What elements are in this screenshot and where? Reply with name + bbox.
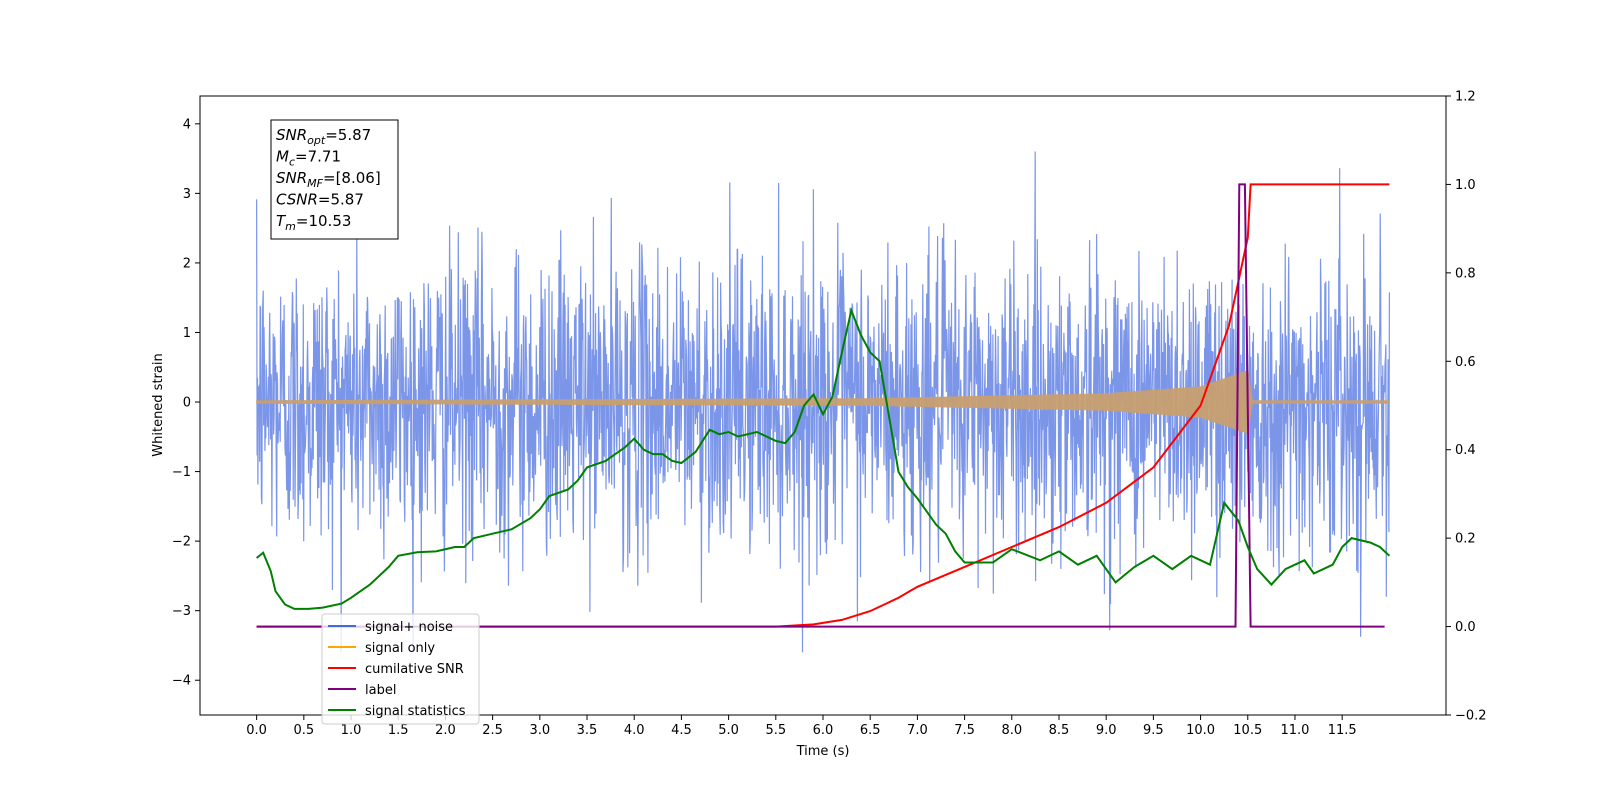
legend-frame [321,613,480,725]
y-tick-label: −2 [172,535,191,550]
y-tick-label: −3 [172,604,191,619]
x-tick-label: 1.0 [341,723,362,738]
x-tick-label: 3.5 [577,723,598,738]
x-tick-label: 8.5 [1049,723,1070,738]
legend-label: label [365,683,396,698]
x-tick-label: 9.0 [1096,723,1117,738]
legend-label: signal only [365,641,435,656]
x-tick-label: 7.5 [954,723,975,738]
x-tick-label: 7.0 [907,723,928,738]
info-line: SNRMF=[8.06] [276,169,381,190]
x-tick-label: 2.5 [482,723,503,738]
x-tick-label: 0.5 [293,723,314,738]
x-tick-label: 11.5 [1328,723,1357,738]
y2-tick-label: −0.2 [1455,709,1487,724]
series-signal-only [256,370,1390,434]
x-tick-label: 9.5 [1143,723,1164,738]
series-signal-statistics [255,306,1391,610]
y-axis-title: Whitened strain [151,353,166,456]
legend-label: cumilative SNR [365,662,464,677]
x-tick-label: 6.5 [860,723,881,738]
y2-tick-label: 0.4 [1455,443,1476,458]
y-tick-label: 3 [183,187,191,202]
series-label [256,183,1385,628]
info-box-frame [270,119,399,240]
info-line: Mc=7.71 [276,148,341,169]
y-tick-label: 0 [183,396,191,411]
y2-tick-label: 1.0 [1455,178,1476,193]
x-tick-label: 0.0 [246,723,267,738]
legend: signal+ noise signal only cumilative SNR la… [321,613,480,725]
info-line: Tm=10.53 [276,212,351,233]
legend-label: signal+ noise [365,620,453,635]
y2-tick-label: 0.2 [1455,532,1476,547]
x-tick-label: 11.0 [1280,723,1309,738]
x-tick-label: 5.5 [765,723,786,738]
x-tick-label: 2.0 [435,723,456,738]
y2-tick-label: 0.6 [1455,355,1476,370]
x-tick-label: 3.0 [529,723,550,738]
info-line: CSNR=5.87 [276,191,364,209]
x-tick-label: 8.0 [1001,723,1022,738]
x-axis-title: Time (s) [796,744,850,759]
series-cumilative-snr [256,183,1390,628]
info-line: SNRopt=5.87 [276,126,371,147]
x-tick-label: 6.0 [813,723,834,738]
x-tick-label: 4.0 [624,723,645,738]
legend-label: signal statistics [365,704,466,719]
y2-tick-label: 0.0 [1455,620,1476,635]
series-signal-noise [256,151,1390,653]
x-tick-label: 5.0 [718,723,739,738]
y-tick-label: 4 [183,117,191,132]
y-tick-label: 1 [183,326,191,341]
x-tick-label: 1.5 [388,723,409,738]
y2-tick-label: 0.8 [1455,266,1476,281]
y-tick-label: −1 [172,465,191,480]
x-tick-label: 10.0 [1186,723,1215,738]
x-tick-label: 4.5 [671,723,692,738]
y-tick-label: 2 [183,256,191,271]
y-tick-label: −4 [172,674,191,689]
x-tick-label: 10.5 [1233,723,1262,738]
y2-tick-label: 1.2 [1455,90,1476,105]
